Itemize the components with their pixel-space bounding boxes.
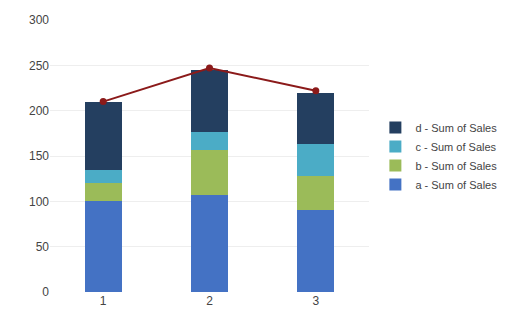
svg-text:2: 2	[206, 294, 213, 308]
svg-text:250: 250	[29, 59, 49, 73]
svg-text:50: 50	[36, 240, 50, 254]
svg-text:3: 3	[312, 294, 319, 308]
svg-text:a - Sum of Sales: a - Sum of Sales	[415, 179, 497, 191]
svg-text:300: 300	[29, 13, 49, 27]
svg-text:c - Sum of Sales: c - Sum of Sales	[415, 141, 496, 153]
svg-text:d - Sum of Sales: d - Sum of Sales	[415, 122, 497, 134]
svg-text:b - Sum of Sales: b - Sum of Sales	[415, 160, 497, 172]
svg-text:200: 200	[29, 104, 49, 118]
svg-text:100: 100	[29, 195, 49, 209]
svg-text:0: 0	[42, 285, 49, 299]
svg-text:1: 1	[100, 294, 107, 308]
svg-text:150: 150	[29, 149, 49, 163]
